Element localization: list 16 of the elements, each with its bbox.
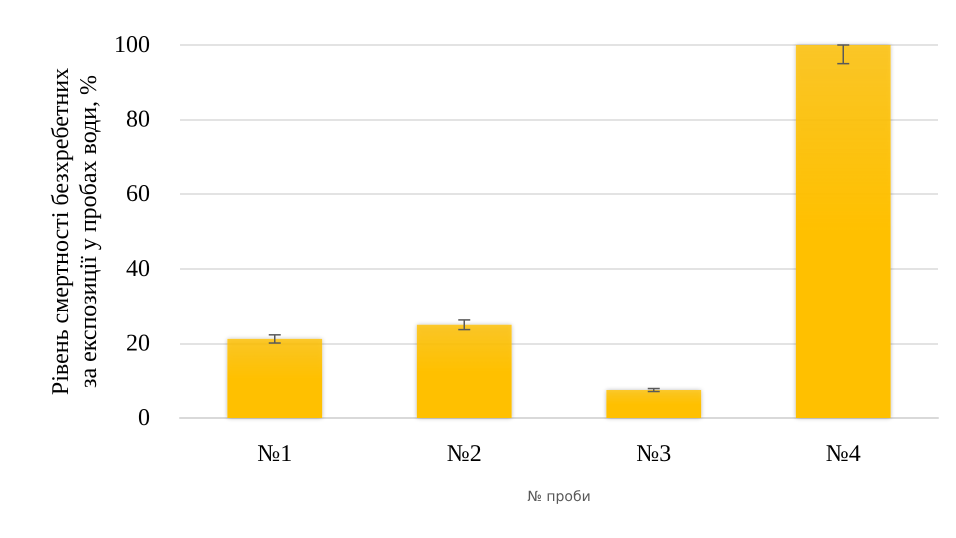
y-tick-label: 20 bbox=[126, 330, 150, 356]
x-tick-label: №1 bbox=[257, 441, 292, 467]
y-tick-label: 40 bbox=[126, 256, 150, 282]
y-tick-label: 0 bbox=[138, 405, 150, 431]
x-tick-label: №2 bbox=[446, 441, 482, 467]
y-axis-title: Рівень смертності безхребетних за експозиції у пробах води, % bbox=[48, 68, 102, 396]
y-tick-label: 60 bbox=[126, 181, 150, 208]
x-tick-label: №4 bbox=[826, 441, 861, 467]
x-axis-title: № проби bbox=[527, 489, 591, 505]
bar bbox=[796, 45, 891, 418]
bar bbox=[227, 338, 322, 418]
bar bbox=[606, 390, 702, 418]
bar bbox=[416, 324, 512, 418]
x-tick-label: №3 bbox=[636, 441, 672, 467]
y-tick-label: 100 bbox=[114, 32, 150, 58]
y-tick-label: 80 bbox=[126, 106, 150, 133]
